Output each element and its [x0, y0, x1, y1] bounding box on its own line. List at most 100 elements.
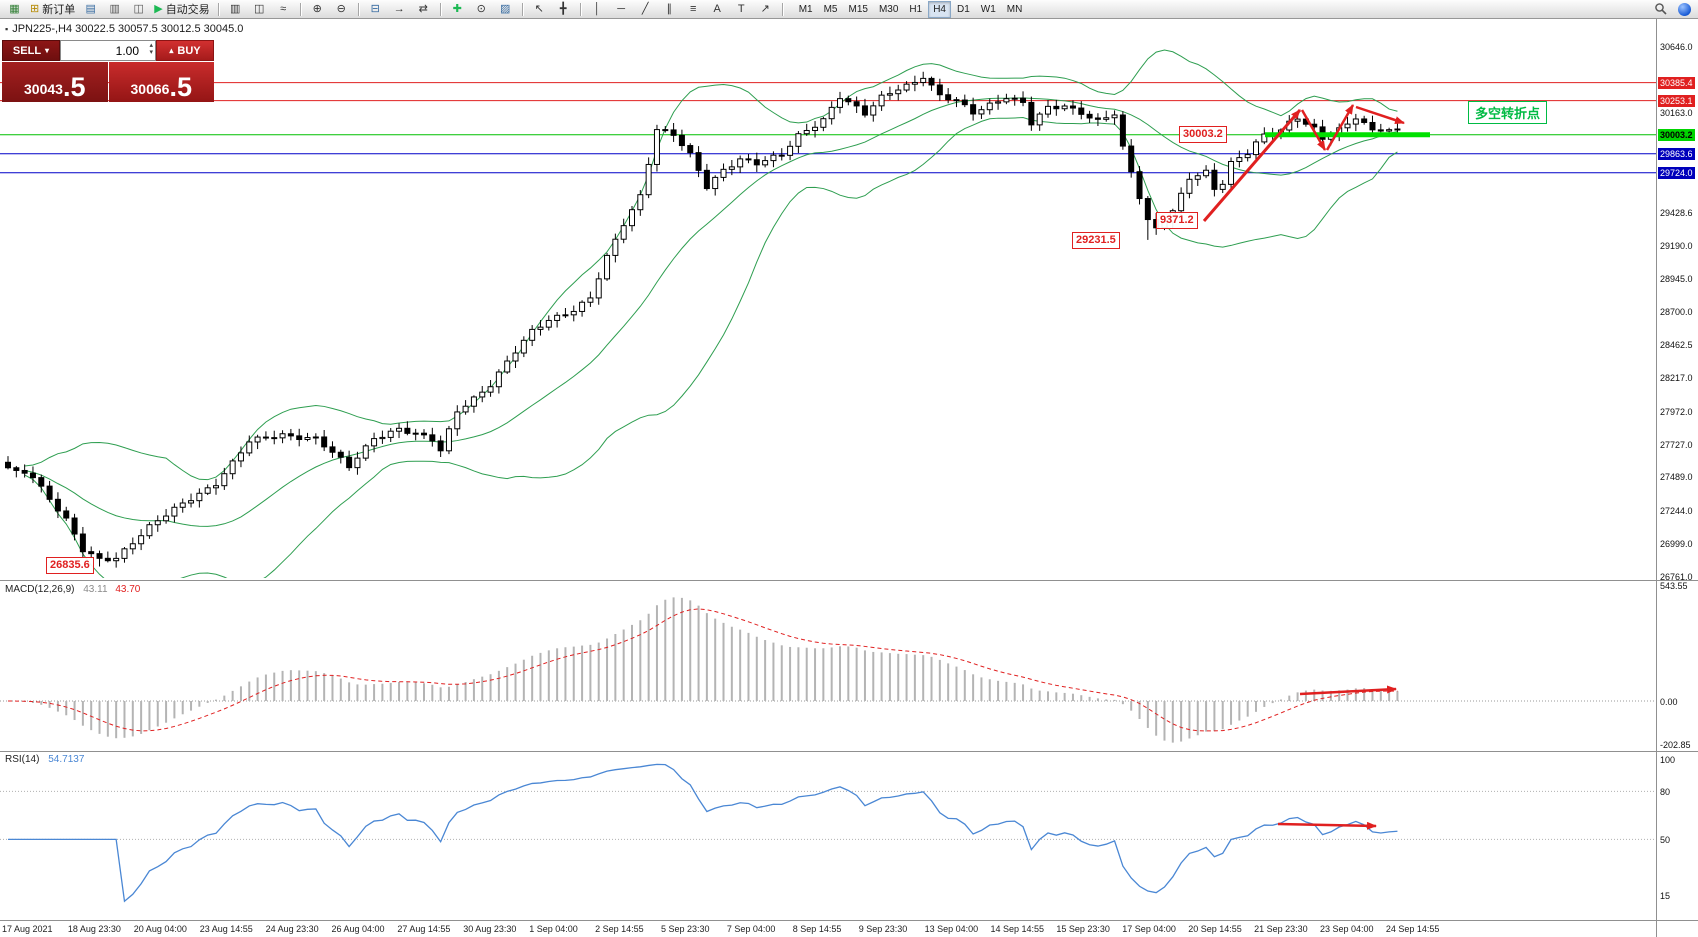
timeframe-button-w1[interactable]: W1 — [980, 3, 996, 15]
zoom-in-icon[interactable]: ⊕ — [306, 0, 329, 18]
price-axis-label: 0.00 — [1660, 697, 1678, 707]
time-axis-label: 5 Sep 23:30 — [661, 924, 710, 934]
price-axis-label: 27244.0 — [1660, 505, 1693, 516]
price-flag[interactable]: 29231.5 — [1072, 232, 1120, 249]
timeframe-button-m1[interactable]: M1 — [798, 3, 813, 15]
time-axis-label: 23 Aug 14:55 — [199, 924, 253, 934]
price-level-label-red: 30253.1 — [1658, 94, 1695, 107]
line-chart-icon[interactable]: ≈ — [272, 0, 295, 18]
sell-price-panel[interactable]: 30043 .5 — [2, 62, 108, 102]
chart-shift-icon[interactable]: ⇄ — [412, 0, 435, 18]
templates-icon[interactable]: ▨ — [494, 0, 517, 18]
crosshair-icon[interactable]: ╋ — [552, 0, 575, 18]
text-icon[interactable]: A — [706, 0, 729, 18]
timeframe-button-m30[interactable]: M30 — [878, 3, 899, 15]
symbol-ohlc-text: JPN225-,H4 30022.5 30057.5 30012.5 30045… — [12, 23, 244, 35]
spinner-down-icon[interactable]: ▾ — [149, 49, 153, 56]
price-flag[interactable]: 9371.2 — [1156, 212, 1198, 229]
cursor-icon[interactable]: ↖ — [528, 0, 551, 18]
price-flag[interactable]: 30003.2 — [1179, 126, 1227, 143]
macd-pane-separator[interactable] — [0, 580, 1698, 581]
candlestick-series — [5, 71, 1401, 568]
channel-icon[interactable]: ∥ — [658, 0, 681, 18]
label-icon: T — [737, 2, 745, 15]
price-level-label-blue: 29863.6 — [1658, 147, 1695, 160]
buy-price-panel[interactable]: 30066 .5 — [108, 62, 214, 103]
chart-window-icon[interactable]: ▦ — [3, 0, 26, 18]
time-axis-label: 17 Sep 04:00 — [1122, 924, 1176, 934]
volume-input[interactable]: 1.00 ▴ ▾ — [60, 40, 156, 61]
bar-chart-icon[interactable]: ▥ — [224, 0, 247, 18]
vertical-line-icon[interactable]: │ — [586, 0, 609, 18]
spinner-up-icon[interactable]: ▴ — [149, 42, 153, 49]
timeframe-button-h4[interactable]: H4 — [928, 0, 951, 18]
timeframe-button-h1[interactable]: H1 — [909, 3, 923, 15]
auto-trading-button[interactable]: ▶ 自动交易 — [151, 0, 212, 18]
timeframe-button-m5[interactable]: M5 — [823, 3, 838, 15]
macd-main-value: 43.11 — [83, 584, 108, 595]
horizontal-line-icon[interactable]: ─ — [610, 0, 633, 18]
price-axis-label: 29428.6 — [1660, 208, 1693, 219]
buy-button[interactable]: ▴ BUY — [156, 40, 214, 61]
price-axis-label: 28462.5 — [1660, 339, 1693, 350]
trend-arrows[interactable] — [1202, 104, 1405, 830]
horizontal-price-lines[interactable] — [0, 82, 1656, 174]
community-icon[interactable] — [1678, 2, 1691, 16]
trendline-icon[interactable]: ╱ — [634, 0, 657, 18]
buy-button-label: BUY — [177, 44, 201, 57]
periods-icon[interactable]: ⊙ — [470, 0, 493, 18]
auto-trading-button-label: 自动交易 — [165, 4, 210, 16]
time-axis-label: 23 Sep 04:00 — [1320, 924, 1374, 934]
auto-scroll-icon[interactable]: → — [388, 0, 411, 18]
chart-window-icon: ▦ — [9, 2, 20, 15]
rsi-value: 54.7137 — [48, 754, 85, 765]
rsi-pane-separator[interactable] — [0, 751, 1698, 752]
search-icon[interactable] — [1649, 0, 1672, 18]
timeframe-button-m15[interactable]: M15 — [848, 3, 868, 15]
fibonacci-icon[interactable]: ≡ — [682, 0, 705, 18]
price-level-label-red: 30385.4 — [1658, 76, 1695, 89]
candlestick-chart-icon: ◫ — [253, 2, 265, 15]
arrow-tool-icon[interactable]: ↗ — [754, 0, 777, 18]
chart-list-icon[interactable]: ▤ — [79, 0, 102, 18]
time-axis-label: 8 Sep 14:55 — [792, 924, 842, 934]
crosshair-icon: ╋ — [559, 2, 567, 15]
macd-header: MACD(12,26,9) 43.11 43.70 — [5, 584, 140, 595]
candlestick-chart-icon[interactable]: ◫ — [248, 0, 271, 18]
symbol-info: ▪ JPN225-,H4 30022.5 30057.5 30012.5 3004… — [5, 23, 243, 35]
new-order-button[interactable]: ⊞ 新订单 — [27, 0, 78, 18]
time-axis-label: 18 Aug 23:30 — [67, 924, 121, 934]
profiles-icon[interactable]: ▥ — [103, 0, 126, 18]
time-axis-label: 17 Aug 2021 — [2, 924, 53, 934]
toolbar-separator — [579, 2, 581, 16]
line-chart-icon: ≈ — [280, 2, 287, 15]
price-axis-label: 28217.0 — [1660, 373, 1693, 384]
alerts-icon[interactable]: ◫ — [127, 0, 150, 18]
macd-signal-value: 43.70 — [115, 584, 141, 595]
tile-windows-icon[interactable]: ⊟ — [364, 0, 387, 18]
volume-spinner[interactable]: ▴ ▾ — [149, 42, 153, 56]
turning-point-annotation[interactable]: 多空转折点 — [1468, 101, 1548, 124]
trendline-icon: ╱ — [641, 2, 649, 15]
time-axis-label: 30 Aug 23:30 — [463, 924, 517, 934]
fibonacci-icon: ≡ — [689, 2, 697, 15]
timeframe-button-d1[interactable]: D1 — [957, 3, 970, 15]
time-axis-label: 7 Sep 04:00 — [726, 924, 776, 934]
indicators-icon[interactable]: ✚ — [446, 0, 469, 18]
price-axis-label: 30163.0 — [1660, 107, 1693, 118]
buy-price-pips: .5 — [169, 72, 192, 103]
time-axis-label: 20 Aug 04:00 — [133, 924, 187, 934]
buy-price-main: 30066 — [130, 81, 170, 97]
price-axis-border — [1656, 19, 1657, 937]
timeframe-button-mn[interactable]: MN — [1006, 3, 1023, 15]
price-axis-label: 100 — [1660, 755, 1676, 766]
price-flag[interactable]: 26835.6 — [46, 557, 94, 574]
one-click-trade-panel: SELL ▾ 1.00 ▴ ▾ ▴ BUY 30043 .5 30066 .5 — [2, 40, 214, 102]
timeframe-toolbar: M1 M5 M15 M30 H1 H4 D1 W1 MN — [794, 0, 1028, 18]
zoom-out-icon[interactable]: ⊖ — [330, 0, 353, 18]
sell-button[interactable]: SELL ▾ — [2, 40, 60, 61]
label-icon[interactable]: T — [730, 0, 753, 18]
time-axis-label: 24 Aug 23:30 — [265, 924, 319, 934]
price-axis-label: 15 — [1660, 891, 1671, 902]
